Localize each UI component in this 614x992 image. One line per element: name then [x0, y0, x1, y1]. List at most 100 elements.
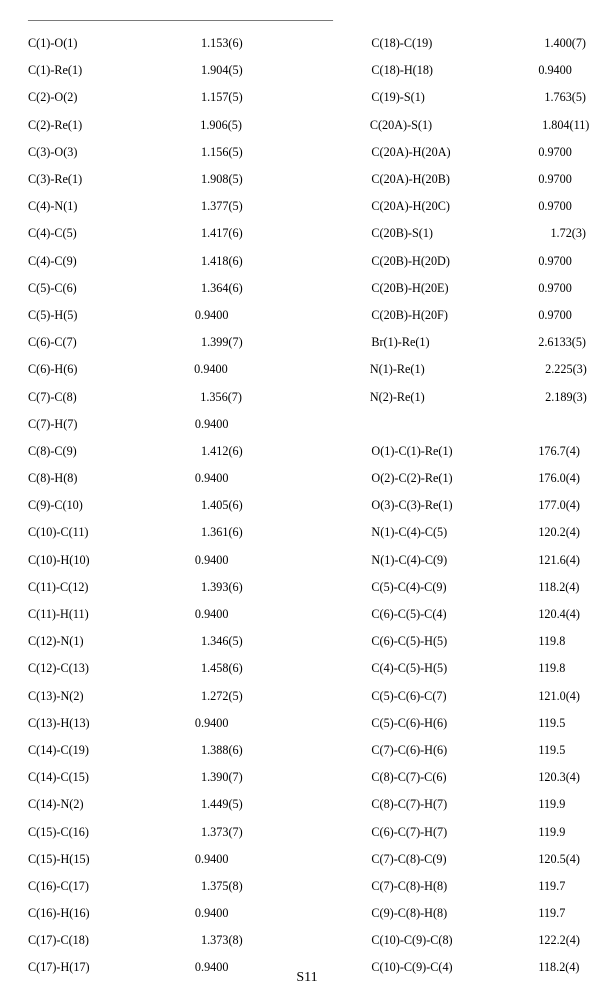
cell-c: C(8)-C(7)-C(6) [371, 770, 538, 785]
cell-c: C(6)-C(5)-H(5) [371, 634, 538, 649]
cell-c: C(18)-H(18) [371, 63, 538, 78]
cell-b: 0.9400 [195, 417, 371, 432]
table-row: C(14)-C(19) 1.388(6)C(7)-C(6)-H(6)119.5 [28, 737, 586, 764]
cell-c: C(20A)-S(1) [370, 118, 536, 133]
cell-d: 176.0(4) [538, 471, 586, 486]
cell-b: 1.375(8) [195, 879, 371, 894]
table-row: C(10)-H(10)0.9400N(1)-C(4)-C(9)121.6(4) [28, 547, 586, 574]
cell-a: C(16)-H(16) [28, 906, 195, 921]
cell-b: 0.9400 [195, 308, 371, 323]
table-row: C(14)-C(15) 1.390(7)C(8)-C(7)-C(6)120.3(… [28, 764, 586, 791]
cell-d: 120.5(4) [538, 852, 586, 867]
table-row: C(11)-H(11)0.9400C(6)-C(5)-C(4)120.4(4) [28, 601, 586, 628]
table-row: C(3)-Re(1) 1.908(5)C(20A)-H(20B)0.9700 [28, 166, 586, 193]
cell-b: 1.157(5) [195, 90, 371, 105]
cell-a: C(8)-H(8) [28, 471, 195, 486]
top-rule: ________________________________________… [28, 12, 586, 30]
cell-a: C(6)-C(7) [28, 335, 195, 350]
cell-a: C(5)-C(6) [28, 281, 195, 296]
cell-d: 122.2(4) [538, 933, 586, 948]
page-number: S11 [0, 970, 614, 986]
cell-b: 1.449(5) [195, 797, 371, 812]
table-row: C(8)-H(8)0.9400O(2)-C(2)-Re(1)176.0(4) [28, 465, 586, 492]
cell-d: 0.9700 [538, 145, 586, 160]
cell-c: C(6)-C(5)-C(4) [371, 607, 538, 622]
cell-b: 1.393(6) [195, 580, 371, 595]
cell-a: C(2)-Re(1) [28, 118, 194, 133]
cell-d: 2.225(3) [536, 362, 586, 377]
table-row: C(16)-C(17) 1.375(8)C(7)-C(8)-H(8)119.7 [28, 873, 586, 900]
cell-c: Br(1)-Re(1) [371, 335, 538, 350]
cell-a: C(1)-Re(1) [28, 63, 195, 78]
cell-d: 120.4(4) [538, 607, 586, 622]
cell-d: 0.9700 [538, 199, 586, 214]
cell-b: 0.9400 [195, 471, 371, 486]
cell-d: 119.8 [538, 634, 586, 649]
table-row: C(1)-Re(1) 1.904(5)C(18)-H(18)0.9400 [28, 57, 586, 84]
cell-b: 0.9400 [194, 362, 370, 377]
cell-c: C(5)-C(6)-H(6) [371, 716, 538, 731]
cell-c: C(10)-C(9)-C(8) [371, 933, 538, 948]
cell-b: 1.458(6) [195, 661, 371, 676]
table-row: C(4)-C(5) 1.417(6)C(20B)-S(1) 1.72(3) [28, 220, 586, 247]
cell-b: 1.405(6) [195, 498, 371, 513]
cell-d: 1.400(7) [538, 36, 586, 51]
cell-a: C(15)-H(15) [28, 852, 195, 867]
cell-b: 1.156(5) [195, 145, 371, 160]
cell-d: 121.6(4) [538, 553, 586, 568]
cell-c: N(1)-Re(1) [370, 362, 536, 377]
cell-a: C(2)-O(2) [28, 90, 195, 105]
table-row: C(14)-N(2) 1.449(5)C(8)-C(7)-H(7)119.9 [28, 791, 586, 818]
cell-c: C(7)-C(6)-H(6) [371, 743, 538, 758]
cell-a: C(3)-O(3) [28, 145, 195, 160]
table-row: C(13)-H(13)0.9400C(5)-C(6)-H(6)119.5 [28, 710, 586, 737]
cell-b: 1.373(7) [195, 825, 371, 840]
cell-a: C(4)-C(5) [28, 226, 195, 241]
cell-a: C(13)-N(2) [28, 689, 195, 704]
cell-d: 121.0(4) [538, 689, 586, 704]
table-row: C(15)-C(16) 1.373(7)C(6)-C(7)-H(7)119.9 [28, 818, 586, 845]
cell-d: 119.9 [538, 797, 586, 812]
cell-a: C(11)-C(12) [28, 580, 195, 595]
cell-c: C(18)-C(19) [371, 36, 538, 51]
cell-d: 2.6133(5) [538, 335, 586, 350]
table-row: C(4)-C(9) 1.418(6)C(20B)-H(20D)0.9700 [28, 248, 586, 275]
cell-b: 1.373(8) [195, 933, 371, 948]
cell-b: 1.412(6) [195, 444, 371, 459]
cell-d: 120.2(4) [538, 525, 586, 540]
cell-d: 177.0(4) [538, 498, 586, 513]
table-row: C(15)-H(15)0.9400C(7)-C(8)-C(9)120.5(4) [28, 846, 586, 873]
cell-c: N(1)-C(4)-C(5) [371, 525, 538, 540]
cell-a: C(10)-H(10) [28, 553, 195, 568]
table-row: C(5)-H(5)0.9400C(20B)-H(20F)0.9700 [28, 302, 586, 329]
table-row: C(17)-C(18) 1.373(8)C(10)-C(9)-C(8)122.2… [28, 927, 586, 954]
cell-c: C(19)-S(1) [371, 90, 538, 105]
page: ________________________________________… [0, 0, 614, 992]
table-row: C(2)-O(2) 1.157(5)C(19)-S(1) 1.763(5) [28, 84, 586, 111]
cell-c: O(3)-C(3)-Re(1) [371, 498, 538, 513]
cell-b: 1.346(5) [195, 634, 371, 649]
cell-c: C(20B)-S(1) [371, 226, 538, 241]
cell-d: 1.804(11) [536, 118, 586, 133]
cell-a: C(14)-C(15) [28, 770, 195, 785]
cell-a: C(11)-H(11) [28, 607, 195, 622]
cell-a: C(9)-C(10) [28, 498, 195, 513]
cell-b: 1.356(7) [194, 390, 370, 405]
table-row: C(7)-C(8) 1.356(7)N(2)-Re(1) 2.189(3) [28, 383, 586, 410]
cell-c: O(1)-C(1)-Re(1) [371, 444, 538, 459]
cell-c: C(20B)-H(20D) [371, 254, 538, 269]
table-row: C(10)-C(11) 1.361(6)N(1)-C(4)-C(5)120.2(… [28, 519, 586, 546]
cell-d: 119.5 [538, 716, 586, 731]
table-row: C(7)-H(7)0.9400 [28, 411, 586, 438]
table-row: C(2)-Re(1) 1.906(5)C(20A)-S(1) 1.804(11) [28, 112, 586, 139]
cell-c: N(2)-Re(1) [370, 390, 536, 405]
cell-b: 1.272(5) [195, 689, 371, 704]
cell-a: C(14)-C(19) [28, 743, 195, 758]
cell-b: 1.904(5) [195, 63, 371, 78]
cell-a: C(3)-Re(1) [28, 172, 195, 187]
cell-c: C(20A)-H(20C) [371, 199, 538, 214]
cell-b: 0.9400 [195, 607, 371, 622]
cell-d: 0.9700 [538, 308, 586, 323]
cell-a: C(12)-N(1) [28, 634, 195, 649]
cell-c: N(1)-C(4)-C(9) [371, 553, 538, 568]
